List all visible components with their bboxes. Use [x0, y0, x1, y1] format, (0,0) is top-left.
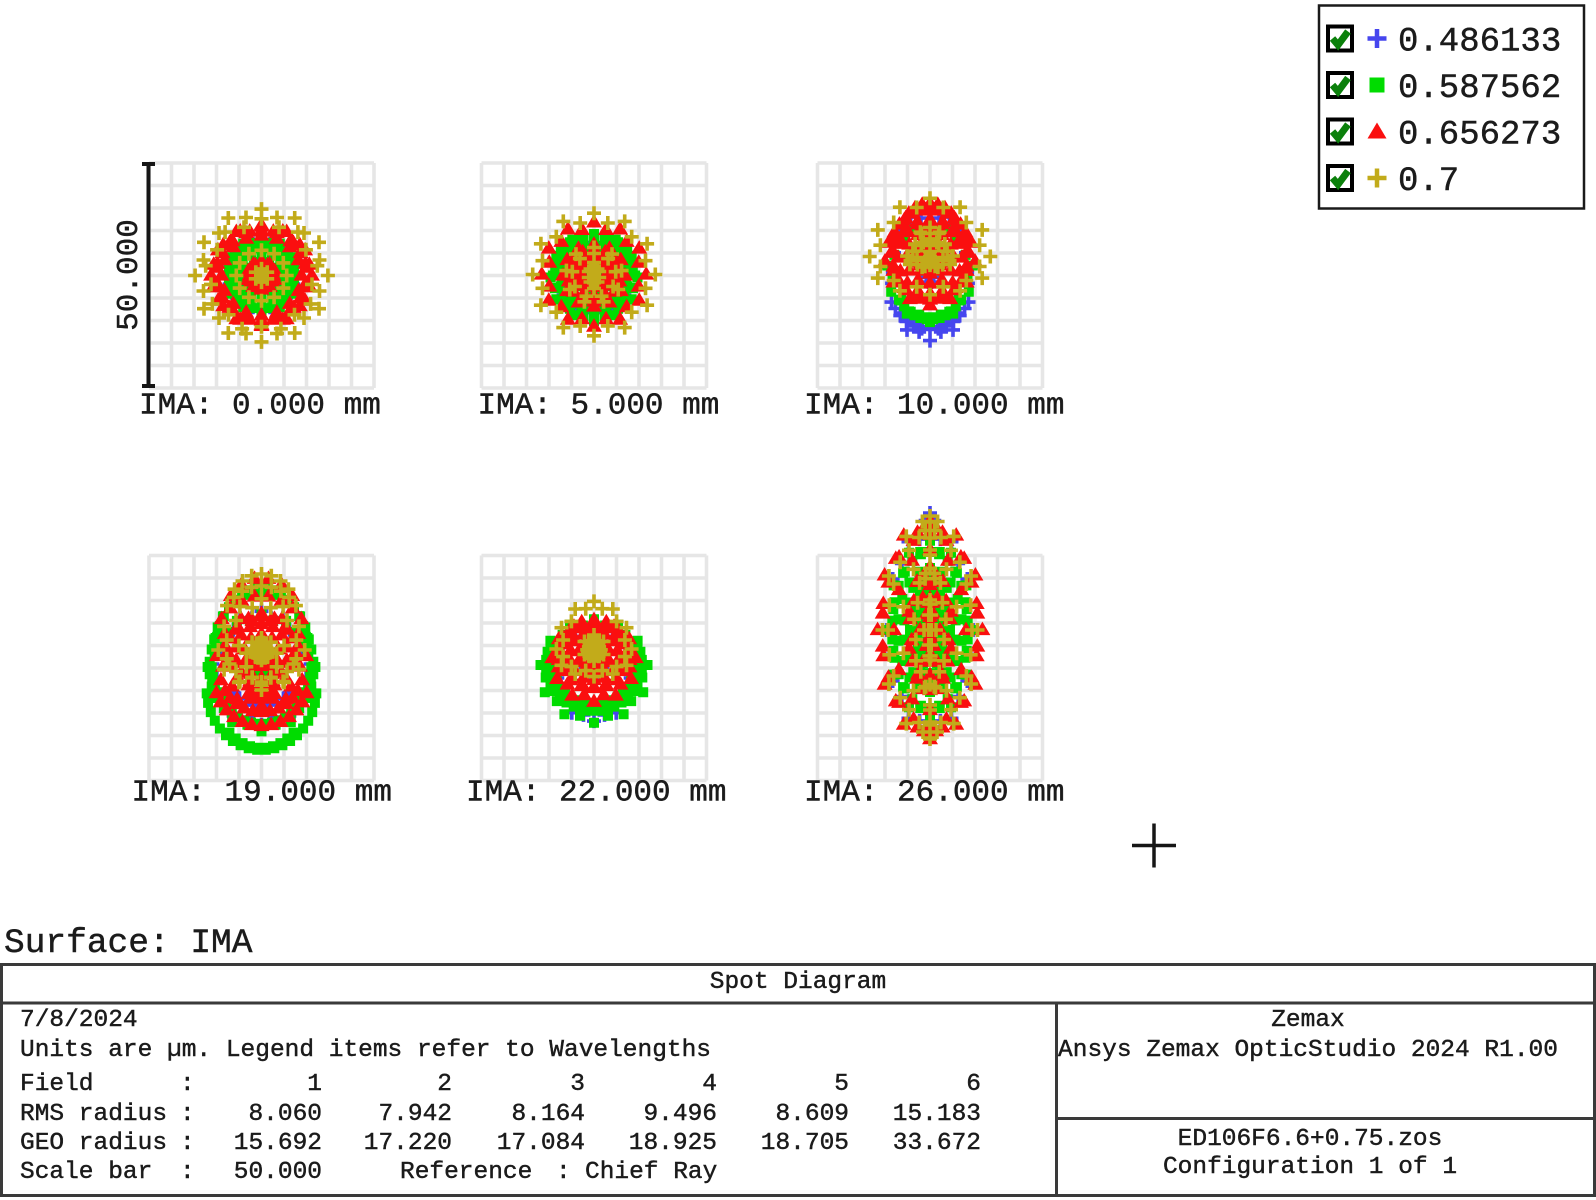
svg-text:17.084: 17.084: [497, 1130, 585, 1157]
svg-text::: :: [180, 1071, 195, 1098]
svg-text:18.705: 18.705: [761, 1130, 849, 1157]
svg-text:Units are µm. Legend items ref: Units are µm. Legend items refer to Wave…: [20, 1037, 711, 1064]
svg-text:8.060: 8.060: [248, 1101, 322, 1128]
svg-text:Chief Ray: Chief Ray: [585, 1159, 717, 1186]
svg-text:IMA: 0.000 mm: IMA: 0.000 mm: [139, 389, 381, 424]
svg-text:Field: Field: [20, 1071, 94, 1098]
svg-text:5: 5: [834, 1071, 849, 1098]
svg-text:IMA: 5.000 mm: IMA: 5.000 mm: [478, 389, 720, 424]
svg-text:15.692: 15.692: [234, 1130, 322, 1157]
svg-text:2: 2: [437, 1071, 452, 1098]
svg-text:GEO radius: GEO radius: [20, 1130, 167, 1157]
svg-text:Reference: Reference: [400, 1159, 532, 1186]
svg-text:8.609: 8.609: [775, 1101, 849, 1128]
svg-text::: :: [556, 1159, 571, 1186]
svg-text:7/8/2024: 7/8/2024: [20, 1007, 138, 1034]
svg-text:0.486133: 0.486133: [1398, 24, 1561, 62]
svg-text:Configuration 1 of 1: Configuration 1 of 1: [1163, 1154, 1457, 1181]
svg-text::: :: [180, 1101, 195, 1128]
svg-text:IMA: 10.000 mm: IMA: 10.000 mm: [804, 389, 1064, 424]
svg-text:9.496: 9.496: [643, 1101, 717, 1128]
svg-text:8.164: 8.164: [511, 1101, 585, 1128]
svg-text:50.000: 50.000: [112, 219, 147, 331]
svg-text:7.942: 7.942: [378, 1101, 452, 1128]
svg-text:Scale bar: Scale bar: [20, 1159, 152, 1186]
svg-text:50.000: 50.000: [234, 1159, 322, 1186]
svg-text:Surface: IMA: Surface: IMA: [4, 924, 253, 963]
svg-text:Ansys Zemax OpticStudio 2024 R: Ansys Zemax OpticStudio 2024 R1.00: [1058, 1037, 1558, 1064]
svg-text:15.183: 15.183: [893, 1101, 981, 1128]
svg-text::: :: [180, 1130, 195, 1157]
svg-text:33.672: 33.672: [893, 1130, 981, 1157]
svg-text:0.7: 0.7: [1398, 163, 1459, 201]
svg-text:IMA: 19.000 mm: IMA: 19.000 mm: [132, 776, 392, 811]
svg-text:ED106F6.6+0.75.zos: ED106F6.6+0.75.zos: [1178, 1126, 1443, 1153]
svg-text:17.220: 17.220: [364, 1130, 452, 1157]
svg-text:IMA: 22.000 mm: IMA: 22.000 mm: [466, 776, 726, 811]
svg-text:4: 4: [702, 1071, 717, 1098]
svg-text:RMS radius: RMS radius: [20, 1101, 167, 1128]
svg-text::: :: [180, 1159, 195, 1186]
svg-text:Spot Diagram: Spot Diagram: [710, 969, 886, 996]
svg-text:IMA: 26.000 mm: IMA: 26.000 mm: [804, 776, 1064, 811]
svg-text:1: 1: [307, 1071, 322, 1098]
svg-text:18.925: 18.925: [629, 1130, 717, 1157]
svg-text:0.587562: 0.587562: [1398, 70, 1561, 108]
svg-text:6: 6: [966, 1071, 981, 1098]
svg-text:3: 3: [570, 1071, 585, 1098]
svg-text:Zemax: Zemax: [1271, 1007, 1345, 1034]
svg-text:0.656273: 0.656273: [1398, 117, 1561, 155]
